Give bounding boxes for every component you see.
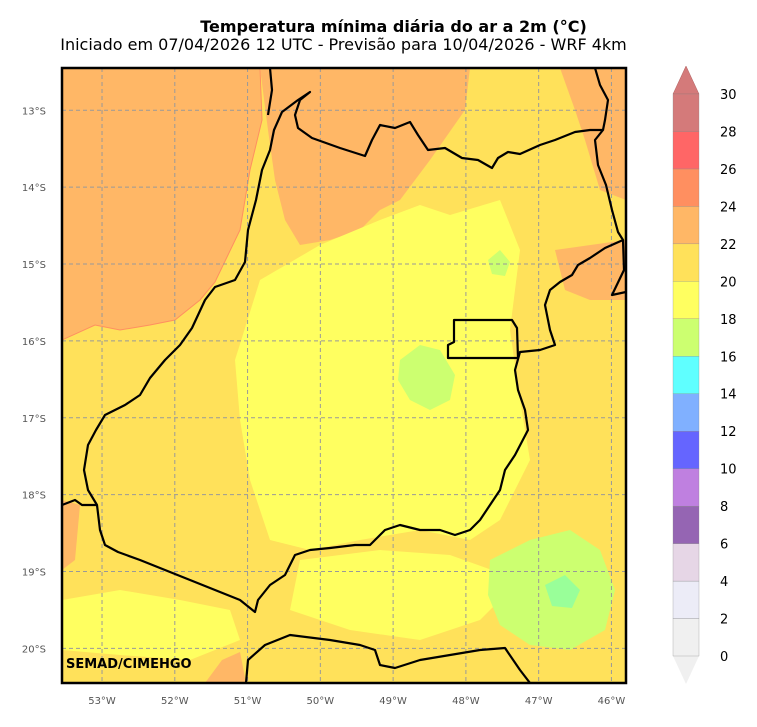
colorbar bbox=[672, 65, 700, 684]
field-22-24-northeast bbox=[560, 68, 626, 200]
field-22-24-south-tip bbox=[205, 652, 246, 683]
field-22-24-northwest bbox=[62, 68, 263, 341]
colorbar-level-label: 10 bbox=[720, 463, 737, 478]
map-title: Temperatura mínima diária do ar a 2m (°C… bbox=[200, 17, 587, 36]
colorbar-level-label: 4 bbox=[720, 575, 728, 590]
colorbar-level-label: 22 bbox=[720, 238, 737, 253]
colorbar-level-label: 28 bbox=[720, 125, 737, 140]
colorbar-swatch bbox=[672, 93, 700, 132]
colorbar-swatch bbox=[672, 281, 700, 319]
colorbar-swatch bbox=[672, 543, 700, 582]
east-border bbox=[610, 239, 626, 297]
lat-tick-label: 17°S bbox=[22, 414, 46, 425]
field-22-24-west-edge bbox=[62, 500, 80, 570]
df-boundary bbox=[446, 318, 520, 360]
lat-tick-label: 18°S bbox=[22, 491, 46, 502]
colorbar-level-label: 24 bbox=[720, 200, 737, 215]
field-14-16-patch bbox=[545, 575, 580, 608]
west-border bbox=[62, 498, 97, 507]
field-18-20-southwest bbox=[62, 590, 240, 660]
lon-tick-label: 47°W bbox=[525, 696, 553, 707]
state-boundaries bbox=[62, 68, 626, 683]
south-border bbox=[244, 633, 531, 683]
goias-boundary bbox=[82, 90, 625, 614]
colorbar-swatch bbox=[672, 505, 700, 544]
colorbar-level-label: 2 bbox=[720, 613, 728, 628]
colorbar-level-label: 18 bbox=[720, 313, 737, 328]
lat-tick-label: 19°S bbox=[22, 568, 46, 579]
credit-label: SEMAD/CIMEHGO bbox=[66, 657, 192, 672]
map-frame bbox=[60, 66, 628, 685]
lat-tick-label: 15°S bbox=[22, 260, 46, 271]
colorbar-level-label: 6 bbox=[720, 538, 728, 553]
lon-tick-label: 46°W bbox=[598, 696, 626, 707]
lon-tick-label: 51°W bbox=[234, 696, 262, 707]
ne-border bbox=[593, 68, 610, 131]
colorbar-extend-high bbox=[672, 65, 700, 95]
colorbar-level-label: 20 bbox=[720, 275, 737, 290]
colorbar-level-label: 8 bbox=[720, 500, 728, 515]
lat-tick-label: 20°S bbox=[22, 644, 46, 655]
map-subtitle: Iniciado em 07/04/2026 12 UTC - Previsão… bbox=[60, 35, 627, 54]
colorbar-level-label: 0 bbox=[720, 650, 728, 665]
longitude-labels: 53°W 52°W 51°W 50°W 49°W 48°W 47°W 46°W bbox=[88, 696, 625, 707]
colorbar-swatch bbox=[672, 243, 700, 282]
latitude-labels: 13°S 14°S 15°S 16°S 17°S 18°S 19°S 20°S bbox=[22, 106, 46, 655]
temperature-field bbox=[62, 68, 626, 683]
colorbar-level-label: 16 bbox=[720, 350, 737, 365]
lon-tick-label: 53°W bbox=[88, 696, 116, 707]
north-border-left bbox=[266, 68, 274, 116]
colorbar-level-label: 12 bbox=[720, 425, 737, 440]
colorbar-level-label: 14 bbox=[720, 388, 737, 403]
lat-tick-label: 13°S bbox=[22, 106, 46, 117]
gridlines bbox=[62, 68, 626, 683]
lon-tick-label: 52°W bbox=[161, 696, 189, 707]
lon-tick-label: 50°W bbox=[307, 696, 335, 707]
lat-tick-label: 14°S bbox=[22, 183, 46, 194]
colorbar-swatch bbox=[672, 618, 700, 657]
field-18-20-center bbox=[235, 200, 530, 550]
colorbar-swatch bbox=[672, 580, 700, 619]
colorbar-extend-low bbox=[673, 656, 699, 684]
colorbar-swatch bbox=[672, 431, 700, 469]
colorbar-level-label: 30 bbox=[720, 88, 737, 103]
colorbar-swatch bbox=[672, 318, 700, 357]
colorbar-swatch bbox=[672, 206, 700, 245]
lat-tick-label: 16°S bbox=[22, 337, 46, 348]
field-18-20-south bbox=[290, 550, 520, 640]
lon-tick-label: 48°W bbox=[452, 696, 480, 707]
colorbar-swatch bbox=[672, 168, 700, 207]
colorbar-swatch bbox=[672, 468, 700, 507]
colorbar-level-label: 26 bbox=[720, 163, 737, 178]
colorbar-swatch bbox=[672, 131, 700, 170]
lon-tick-label: 49°W bbox=[379, 696, 407, 707]
field-22-24-east bbox=[555, 240, 626, 300]
colorbar-swatch bbox=[672, 356, 700, 394]
colorbar-swatch bbox=[672, 393, 700, 432]
field-16-18-patch-east bbox=[488, 250, 510, 276]
field-16-18-patch-center bbox=[398, 345, 455, 410]
